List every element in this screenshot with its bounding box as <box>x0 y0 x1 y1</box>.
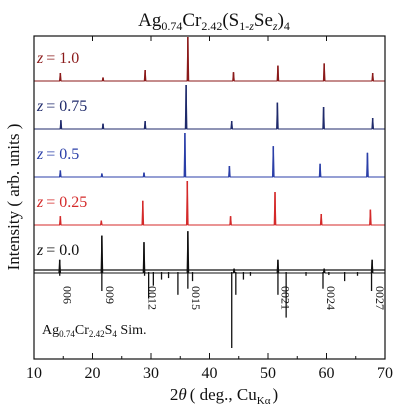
simulation-label: Ag0.74Cr2.42S4 Sim. <box>42 323 147 339</box>
x-tick-label: 60 <box>319 365 335 382</box>
series-label: z = 0.25 <box>36 194 87 211</box>
hkl-label: 0015 <box>189 286 203 310</box>
hkl-label: 009 <box>103 286 117 304</box>
series-labels: z = 1.0 z = 0.75 z = 0.5 z = 0.25 z = 0.0 <box>36 50 87 259</box>
x-axis-ticks: 10 20 30 40 50 60 70 <box>26 36 393 382</box>
x-tick-label: 40 <box>202 365 218 382</box>
hkl-label: 0024 <box>324 286 338 310</box>
x-tick-label: 70 <box>377 365 393 382</box>
series-label: z = 0.75 <box>36 98 87 115</box>
hkl-label: 0021 <box>278 286 292 310</box>
simulation-annotations: 006 009 0012 0015 0021 0024 0027 <box>61 286 387 310</box>
y-axis-label: Intensity ( arb. units ) <box>4 124 23 271</box>
x-tick-label: 50 <box>260 365 276 382</box>
x-tick-label: 10 <box>26 365 42 382</box>
hkl-label: 0027 <box>373 286 387 310</box>
plot-traces <box>34 36 385 348</box>
hkl-label: 006 <box>61 286 75 304</box>
x-tick-label: 20 <box>85 365 101 382</box>
series-label: z = 0.5 <box>36 146 79 163</box>
x-axis-label: 2θ( deg., CuKα) <box>170 385 278 407</box>
hkl-label: 0012 <box>146 286 160 310</box>
chart-title: Ag0.74Cr2.42(S1-zSez)4 <box>138 10 290 33</box>
x-tick-label: 30 <box>143 365 159 382</box>
series-label: z = 1.0 <box>36 50 79 67</box>
series-label: z = 0.0 <box>36 242 79 259</box>
